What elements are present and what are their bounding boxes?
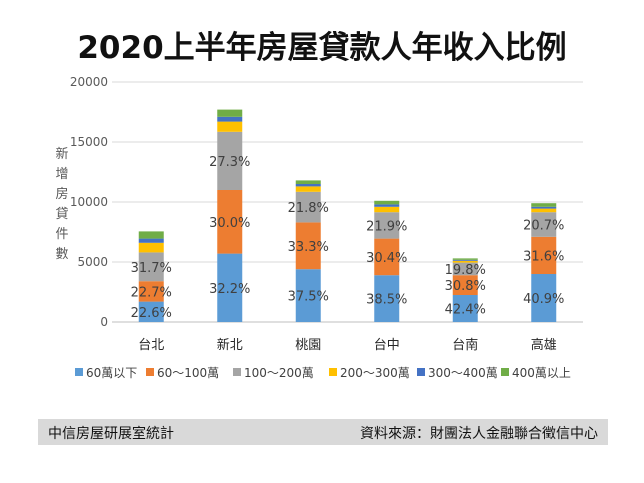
bar-segment [217, 131, 243, 190]
legend-swatch [329, 368, 337, 376]
data-label: 38.5% [366, 293, 407, 308]
legend-swatch [417, 368, 425, 376]
bar-segment [531, 208, 557, 213]
bar-segment [295, 191, 321, 223]
legend-label: 60～100萬 [157, 366, 219, 380]
bar-segment [138, 252, 164, 282]
data-label: 40.9% [523, 292, 564, 307]
data-label: 19.8% [445, 263, 486, 278]
data-label: 31.7% [131, 261, 172, 276]
bar-segment [374, 206, 400, 213]
y-tick-label: 10000 [70, 195, 108, 209]
bar-segment [531, 212, 557, 237]
bar-series: 22.6% 22.7% 31.7% 32.2% 30.0% 27.3% 37.5% 33.3%… [131, 109, 564, 322]
legend-label: 400萬以上 [512, 366, 571, 380]
data-label: 20.7% [523, 219, 564, 234]
bar-segment [138, 231, 164, 239]
data-label: 22.7% [131, 285, 172, 300]
footer-credit: 中信房屋研展室統計 [48, 426, 174, 442]
footer-source: 資料來源：財團法人金融聯合徵信中心 [360, 426, 598, 442]
bar-segment [374, 204, 400, 207]
x-tick-label: 新北 [217, 337, 243, 353]
bar-segment [138, 238, 164, 243]
data-label: 37.5% [288, 290, 329, 305]
legend-swatch [75, 368, 83, 376]
gridlines [112, 81, 583, 323]
bar-segment [374, 238, 400, 276]
bar-segment [531, 206, 557, 209]
y-axis-label-char: 增 [55, 167, 68, 182]
y-axis-label-char: 房 [55, 186, 68, 202]
bar-segment [217, 116, 243, 122]
bar-segment [452, 295, 478, 322]
legend-label: 60萬以下 [86, 366, 137, 380]
bar-segment [452, 260, 478, 263]
bar-segment [217, 109, 243, 117]
legend: 60萬以下 60～100萬 100～200萬 200～300萬 300～400萬 400萬… [75, 366, 571, 380]
y-tick-label: 5000 [77, 255, 108, 269]
bar-segment [295, 180, 321, 184]
y-axis-label-char: 數 [55, 247, 68, 262]
y-axis-label-char: 貸 [55, 206, 68, 222]
bar-segment [295, 186, 321, 192]
x-tick-label: 台中 [374, 338, 400, 353]
y-tick-label: 15000 [70, 135, 108, 149]
bar-segment [374, 212, 400, 239]
bar-segment [452, 259, 478, 261]
legend-label: 100～200萬 [244, 366, 314, 380]
y-axis-label-char: 新 [55, 146, 68, 162]
y-tick-label: 0 [100, 315, 108, 329]
legend-label: 200～300萬 [340, 366, 410, 380]
bar-segment [217, 190, 243, 254]
bar-segment [531, 203, 557, 207]
bar-segment [452, 262, 478, 276]
data-label: 21.9% [366, 219, 407, 234]
legend-label: 300～400萬 [428, 366, 498, 380]
x-tick-labels: 台北 新北 桃園 台中 台南 高雄 [138, 337, 557, 353]
data-label: 22.6% [131, 306, 172, 321]
bar-segment [531, 274, 557, 322]
bar-segment [295, 269, 321, 322]
data-label: 42.4% [445, 303, 486, 318]
y-tick-labels: 0 5000 10000 15000 20000 [70, 75, 108, 329]
bar-segment [374, 200, 400, 205]
x-tick-label: 台南 [452, 337, 478, 353]
data-label: 27.3% [209, 155, 250, 170]
bar-segment [295, 222, 321, 270]
bar-segment [452, 258, 478, 260]
data-label: 33.3% [288, 240, 329, 255]
footer-bar: 中信房屋研展室統計 資料來源：財團法人金融聯合徵信中心 [38, 419, 608, 445]
x-tick-label: 台北 [138, 338, 164, 353]
bar-segment [138, 242, 164, 253]
legend-swatch [233, 368, 241, 376]
bar-segment [374, 275, 400, 322]
bar-segment [217, 253, 243, 322]
legend-swatch [501, 368, 509, 376]
data-label: 31.6% [523, 249, 564, 264]
bar-segment [138, 281, 164, 302]
y-axis-label-char: 件 [55, 227, 68, 242]
bar-segment [217, 121, 243, 132]
data-label: 21.8% [288, 201, 329, 216]
x-tick-label: 桃園 [295, 338, 321, 353]
bar-segment [452, 275, 478, 295]
bar-segment [138, 301, 164, 322]
chart-title: 2020上半年房屋貸款人年收入比例 [77, 30, 567, 66]
x-tick-label: 高雄 [531, 337, 557, 353]
data-label: 30.4% [366, 251, 407, 266]
bar-segment [295, 184, 321, 187]
bar-segment [531, 236, 557, 274]
data-label: 32.2% [209, 282, 250, 297]
legend-swatch [146, 368, 154, 376]
y-tick-label: 20000 [70, 75, 108, 89]
data-label: 30.8% [445, 279, 486, 294]
data-label: 30.0% [209, 216, 250, 231]
